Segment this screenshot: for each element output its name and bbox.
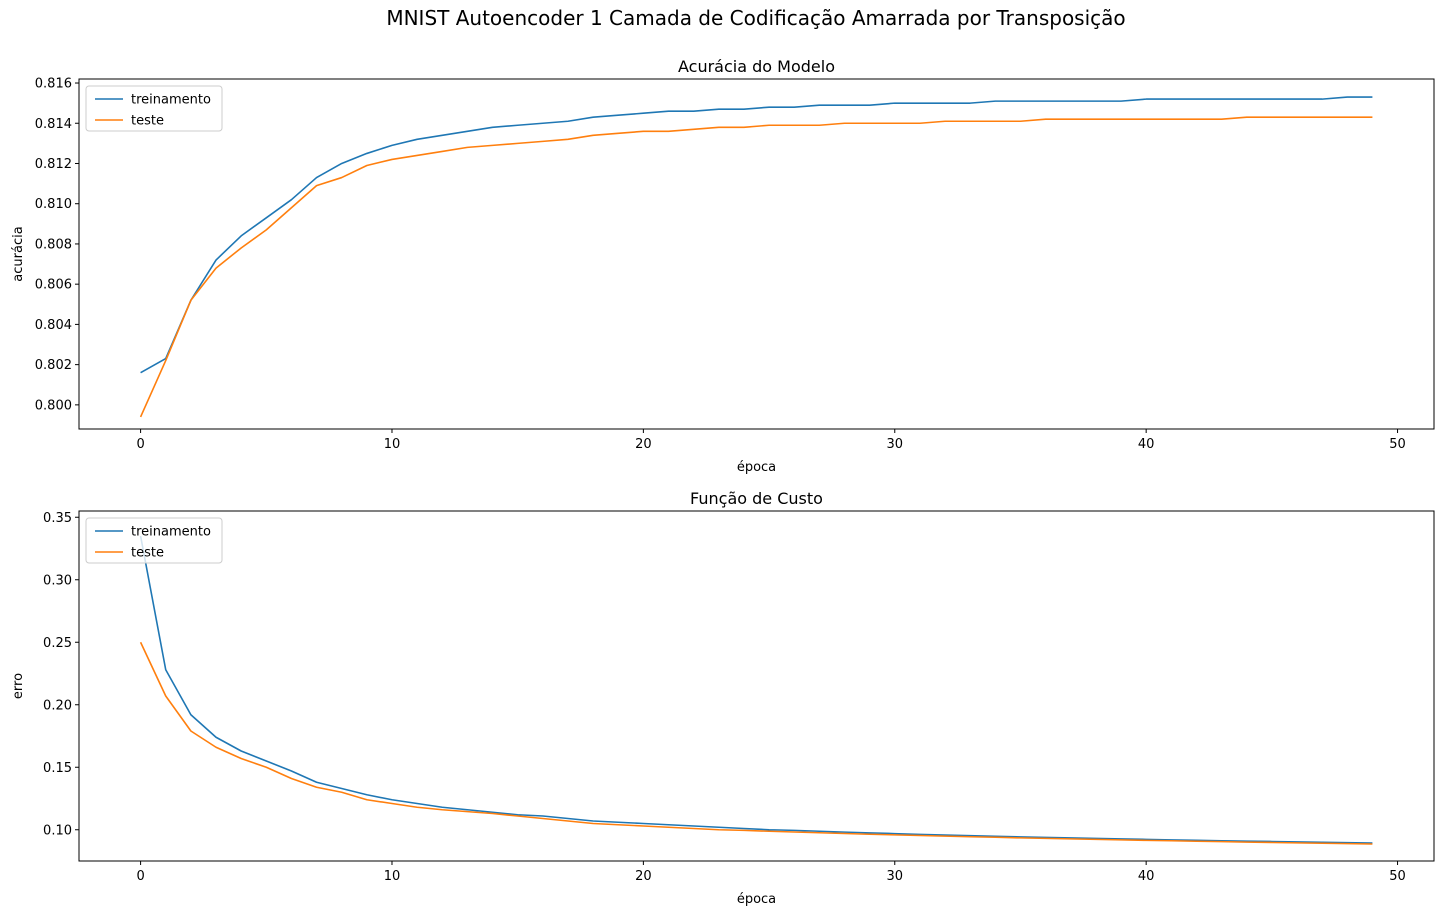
- accuracy-title: Acurácia do Modelo: [678, 57, 835, 76]
- accuracy-plot: Acurácia do Modelo 0 10 20 30 40 50 0.800 0.802 0…: [11, 57, 1435, 475]
- accuracy-ytick-label: 0.808: [35, 237, 72, 252]
- loss-frame: [78, 510, 1435, 862]
- accuracy-ylabel: acurácia: [11, 226, 26, 281]
- accuracy-xtick-label: 0: [136, 437, 144, 452]
- loss-series-teste-line: [139, 641, 1373, 845]
- accuracy-series-teste-line: [139, 116, 1373, 418]
- loss-ytick-label: 0.20: [43, 698, 72, 713]
- loss-legend-label-treinamento: treinamento: [131, 525, 211, 540]
- accuracy-series-treinamento-line: [140, 96, 1373, 374]
- accuracy-ytick-label: 0.804: [35, 318, 72, 333]
- loss-xtick-label: 20: [635, 869, 652, 884]
- accuracy-ytick-label: 0.802: [35, 358, 72, 373]
- accuracy-xtick-label: 10: [384, 437, 401, 452]
- loss-xtick-label: 10: [384, 869, 401, 884]
- accuracy-ytick-label: 0.812: [35, 157, 72, 172]
- accuracy-xtick-label: 40: [1138, 437, 1155, 452]
- accuracy-ytick-label: 0.810: [35, 197, 72, 212]
- accuracy-xtick-label: 50: [1389, 437, 1406, 452]
- accuracy-xtick-label: 30: [886, 437, 903, 452]
- accuracy-ytick-label: 0.814: [35, 117, 72, 132]
- loss-ytick-label: 0.35: [43, 511, 72, 526]
- accuracy-frame: [78, 78, 1435, 430]
- loss-ytick-label: 0.10: [43, 823, 72, 838]
- loss-ylabel: erro: [11, 673, 26, 699]
- loss-xtick-label: 30: [886, 869, 903, 884]
- loss-legend: treinamento teste: [85, 517, 223, 564]
- accuracy-ytick-label: 0.800: [35, 398, 72, 413]
- accuracy-legend: treinamento teste: [85, 85, 223, 132]
- accuracy-ytick-label: 0.806: [35, 278, 72, 293]
- accuracy-ytick-label: 0.816: [35, 77, 72, 92]
- loss-plot: Função de Custo 0 10 20 30 40 50 0.10 0.15 0.20 0.…: [11, 489, 1435, 907]
- accuracy-xtick-label: 20: [635, 437, 652, 452]
- figure-suptitle: MNIST Autoencoder 1 Camada de Codificaçã…: [386, 6, 1125, 30]
- loss-ytick-label: 0.25: [43, 636, 72, 651]
- accuracy-xlabel: época: [737, 460, 776, 475]
- loss-xtick-label: 40: [1138, 869, 1155, 884]
- loss-xtick-label: 0: [136, 869, 144, 884]
- accuracy-legend-label-teste: teste: [131, 114, 164, 129]
- loss-ytick-label: 0.30: [43, 573, 72, 588]
- loss-xlabel: época: [737, 892, 776, 907]
- loss-series-treinamento-line: [139, 535, 1373, 844]
- accuracy-legend-label-treinamento: treinamento: [131, 93, 211, 108]
- loss-legend-label-teste: teste: [131, 546, 164, 561]
- loss-title: Função de Custo: [690, 489, 823, 508]
- loss-ytick-label: 0.15: [43, 761, 72, 776]
- loss-xtick-label: 50: [1389, 869, 1406, 884]
